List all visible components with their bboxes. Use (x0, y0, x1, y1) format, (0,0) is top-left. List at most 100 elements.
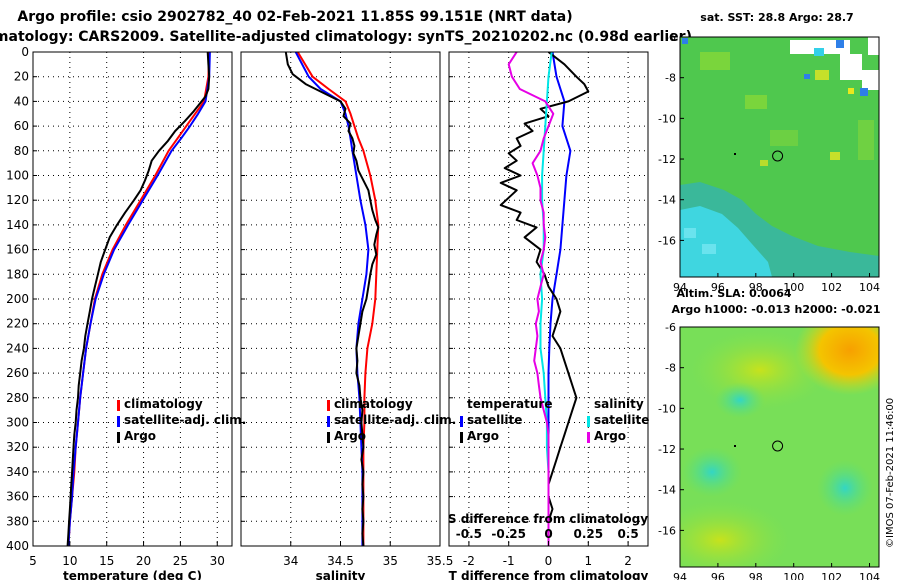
sst-cyan-patch (702, 244, 716, 254)
y-tick-label: 320 (6, 440, 29, 454)
sla-low-anomaly (817, 460, 873, 516)
map-x-tick-label: 94 (673, 571, 687, 580)
legend-swatch-climatology (117, 400, 120, 411)
map-x-tick-label: 104 (859, 281, 880, 294)
sla-track-dot (734, 445, 736, 447)
x-tick-label: 34 (283, 554, 298, 568)
top-tick-label: 0 (544, 527, 552, 541)
map-x-tick-label: 98 (749, 571, 763, 580)
salinity-panel: 34 34.5 35 35.5 salinity (240, 51, 453, 580)
copyright-credit: ©IMOS 07-Feb-2021 11:46:00 (885, 398, 896, 548)
sla-low-anomaly (715, 382, 765, 418)
x-tick-label: 0 (545, 554, 553, 568)
sst-map-ticks: 94 96 98 100 102 104 -6 -8 -10 -12 -14 -16 (658, 31, 880, 294)
map-y-tick-label: -10 (658, 112, 676, 125)
x-tick-label: 34.5 (327, 554, 354, 568)
sla-map-title-line2: Argo h1000: -0.013 h2000: -0.021 (671, 303, 880, 316)
legend-swatch-argo (327, 432, 330, 443)
sst-cloud-mask (868, 37, 879, 55)
y-tick-label: 40 (14, 94, 29, 108)
sla-map-ticks: 94 96 98 100 102 104 -6 -8 -10 -12 -14 -16 (658, 321, 880, 580)
sst-track-dot (734, 153, 736, 155)
map-y-tick-label: -16 (658, 524, 676, 537)
y-tick-label: 100 (6, 169, 29, 183)
top-tick-label: 0.5 (617, 527, 638, 541)
legend-label-s-argo: Argo (594, 429, 626, 443)
sst-yellow-patch (830, 152, 840, 160)
x-tick-label: 35 (383, 554, 398, 568)
top-axis-label: S difference from climatology (448, 512, 648, 526)
sst-blue-pixel (860, 88, 868, 96)
y-tick-label: 300 (6, 416, 29, 430)
x-tick-label: 10 (62, 554, 77, 568)
y-tick-label: 240 (6, 341, 29, 355)
map-y-tick-label: -12 (658, 153, 676, 166)
map-y-tick-label: -14 (658, 484, 676, 497)
y-tick-label: 20 (14, 70, 29, 84)
sla-map-frame (679, 326, 880, 568)
legend-label-climatology: climatology (334, 397, 413, 411)
grid (33, 52, 232, 546)
sst-yellow-patch (760, 160, 768, 166)
sst-lime-patch (858, 120, 874, 160)
x-tick-label: 1 (584, 554, 592, 568)
figure-title-line1: Argo profile: csio 2902782_40 02-Feb-202… (17, 9, 572, 25)
map-y-tick-label: -8 (665, 72, 676, 85)
series-line-t-argo (499, 52, 590, 546)
map-x-tick-label: 102 (821, 571, 842, 580)
map-y-tick-label: -6 (665, 321, 676, 334)
sla-low-anomaly (682, 447, 742, 497)
sst-lime-patch (700, 52, 730, 70)
legend-header-salinity: salinity (594, 397, 644, 411)
legend-swatch-s-satellite (587, 416, 590, 427)
sst-blue-pixel (682, 38, 688, 44)
salinity-legend: climatology satellite-adj. clim. Argo (327, 397, 456, 443)
x-axis-label: salinity (316, 569, 366, 580)
legend-swatch-argo (117, 432, 120, 443)
y-tick-label: 200 (6, 292, 29, 306)
sla-map: Altim. SLA: 0.0064 Argo h1000: -0.013 h2… (658, 287, 881, 580)
plot-frame (240, 51, 441, 547)
grid (449, 52, 648, 546)
map-y-tick-label: -6 (665, 31, 676, 44)
sla-map-title-line1: Altim. SLA: 0.0064 (676, 287, 791, 300)
y-tick-label: 80 (14, 144, 29, 158)
series-group (66, 52, 211, 546)
legend-swatch-t-argo (460, 432, 463, 443)
sst-cloud-mask (840, 54, 862, 80)
x-tick-label: 20 (136, 554, 151, 568)
sst-lime-patch (745, 95, 767, 109)
map-x-tick-label: 94 (673, 281, 687, 294)
map-x-tick-label: 96 (711, 281, 725, 294)
legend-label-argo: Argo (124, 429, 156, 443)
sst-map-field (680, 37, 879, 277)
y-tick-label: 140 (6, 218, 29, 232)
x-tick-label: 5 (29, 554, 37, 568)
top-tick-label: -0.5 (456, 527, 482, 541)
series-line-s-argo (507, 52, 555, 546)
difference-legend: temperature salinity satellite Argo sate… (460, 397, 649, 443)
sst-cloud-mask (862, 70, 879, 90)
x-tick-label: 15 (99, 554, 114, 568)
sst-blue-pixel (804, 74, 810, 79)
sst-blue-pixel (836, 40, 844, 48)
map-y-tick-label: -8 (665, 362, 676, 375)
y-tick-label: 180 (6, 267, 29, 281)
y-tick-label: 400 (6, 539, 29, 553)
legend-swatch-satellite (327, 416, 330, 427)
sst-argo-location-marker (772, 150, 784, 162)
sla-map-field (680, 327, 879, 567)
plot-frame (32, 51, 233, 547)
figure-title-line2: Climatology: CARS2009. Satellite-adjuste… (0, 29, 692, 45)
series-group (499, 52, 590, 546)
sst-cyan-pixel (814, 48, 824, 56)
map-y-tick-label: -12 (658, 443, 676, 456)
temperature-panel: 5 10 15 20 25 30 temperature (deg C) 0 20 40 60 80 1… (6, 45, 233, 580)
sst-map: sat. SST: 28.8 Argo: 28.7 (658, 11, 880, 294)
sla-lime-region (680, 500, 790, 567)
legend-swatch-t-satellite (460, 416, 463, 427)
top-tick-label: -0.25 (491, 527, 526, 541)
x-tick-label: -1 (503, 554, 515, 568)
y-tick-label: 120 (6, 193, 29, 207)
